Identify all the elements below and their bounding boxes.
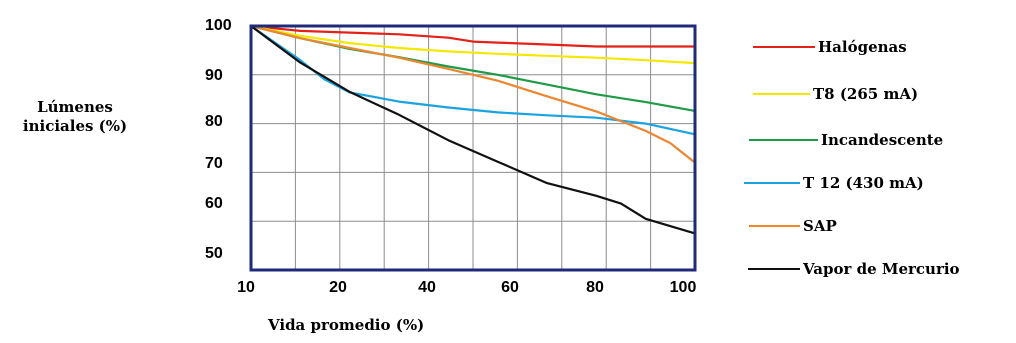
series-line-sap — [250, 24, 696, 164]
x-tick-label: 20 — [329, 279, 347, 296]
y-tick-label: 100 — [205, 17, 232, 34]
legend-label: Vapor de Mercurio — [802, 260, 960, 278]
x-tick-label: 60 — [501, 279, 519, 296]
y-tick-labels: 100 90 80 70 60 50 — [205, 17, 232, 262]
series-line-t8-265-ma — [250, 24, 696, 65]
y-axis-label-line-1: Lúmenes — [37, 98, 113, 116]
y-tick-label: 90 — [205, 67, 223, 84]
x-tick-label: 40 — [418, 279, 436, 296]
x-tick-label: 80 — [586, 279, 604, 296]
x-tick-label: 100 — [670, 279, 697, 296]
legend-label: T8 (265 mA) — [813, 85, 918, 103]
x-tick-labels: 10 20 40 60 80 100 — [237, 279, 696, 296]
y-tick-label: 70 — [205, 155, 223, 172]
legend-label: T 12 (430 mA) — [803, 174, 924, 192]
y-tick-label: 80 — [205, 113, 223, 130]
x-axis-label: Vida promedio (%) — [268, 316, 425, 334]
y-tick-label: 50 — [205, 245, 223, 262]
series-line-t-12-430-ma — [250, 25, 696, 136]
plot-frame — [249, 24, 697, 272]
y-axis-label-line-2: iniciales (%) — [22, 117, 128, 135]
y-axis-label: Lúmenes iniciales (%) — [10, 98, 140, 136]
y-tick-label: 60 — [205, 195, 223, 212]
series-line-vapor-de-mercurio — [250, 25, 696, 235]
legend: Halógenas T8 (265 mA) Incandescente T 12 (4… — [744, 38, 960, 278]
x-tick-label: 10 — [237, 279, 255, 296]
legend-label: SAP — [803, 217, 837, 235]
legend-label: Halógenas — [818, 38, 907, 56]
series-line-hal-genas — [250, 24, 695, 48]
series-lines — [250, 24, 696, 235]
legend-label: Incandescente — [821, 131, 943, 149]
grid — [251, 26, 695, 270]
